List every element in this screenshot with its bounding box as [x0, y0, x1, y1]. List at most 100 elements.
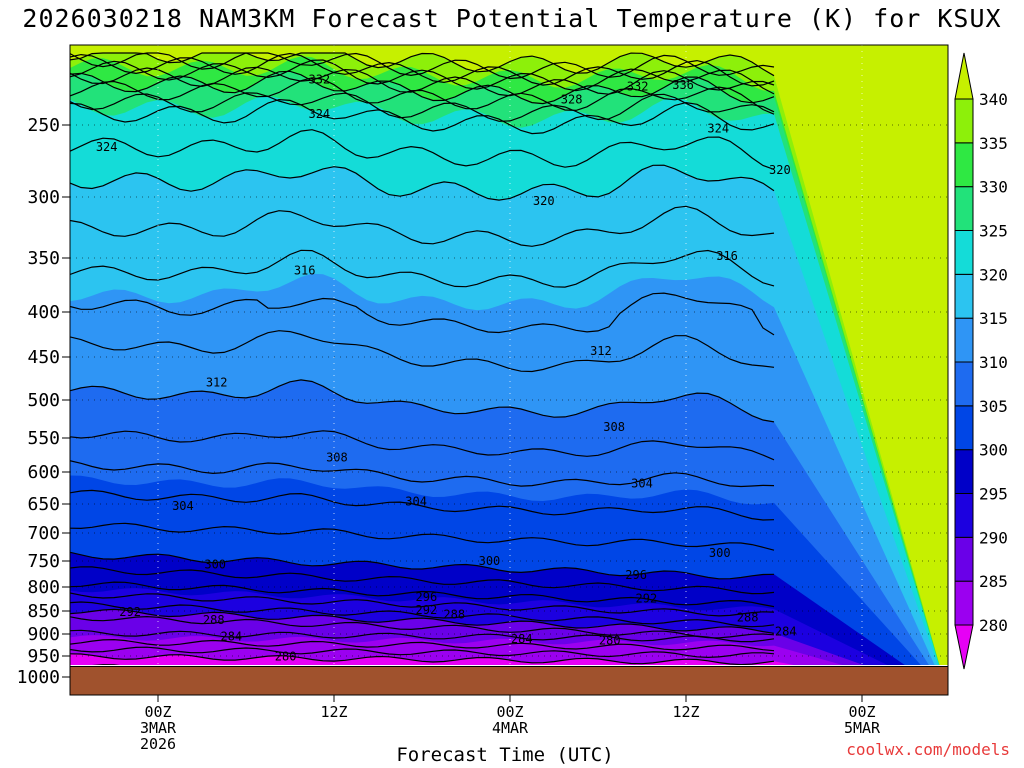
contour-label-text: 316: [716, 249, 738, 263]
contour-label-text: 308: [326, 451, 348, 465]
contour-316: [70, 249, 775, 288]
contour-label: 288: [203, 613, 225, 627]
contour-306: [70, 460, 775, 488]
contour-330: [70, 70, 775, 105]
contour-label-text: 300: [709, 546, 731, 560]
x-tick-label: 4MAR: [492, 719, 529, 737]
y-tick-label: 300: [27, 187, 60, 208]
contour-300: [70, 551, 775, 580]
x-tick-label: 3MAR: [140, 719, 177, 737]
contour-298: [70, 566, 775, 595]
colorbar-swatch: [954, 317, 974, 363]
contour-label-text: 296: [625, 568, 647, 582]
contour-294: [70, 592, 775, 617]
colorbar-label: 335: [979, 134, 1008, 153]
contour-label-text: 292: [416, 603, 438, 617]
contour-label: 308: [326, 451, 348, 465]
colorbar-label: 290: [979, 528, 1008, 547]
colorbar-label: 310: [979, 353, 1008, 372]
contour-286: [70, 629, 775, 643]
contour-label: 280: [275, 650, 297, 664]
x-tick-label: 5MAR: [844, 719, 881, 737]
contour-label: 280: [599, 634, 621, 648]
x-tick-label: 00Z: [496, 703, 523, 721]
y-tick-label: 1000: [17, 667, 60, 688]
contour-label-text: 308: [603, 420, 625, 434]
contour-label-text: 300: [479, 554, 501, 568]
contour-label-text: 332: [308, 72, 330, 86]
plot-frame: [69, 44, 949, 696]
colorbar-swatch: [954, 361, 974, 407]
colorbar-swatch: [954, 98, 974, 144]
contour-label-text: 304: [172, 499, 194, 513]
colorbar-arrow-low: [954, 624, 974, 670]
contour-326: [70, 92, 775, 122]
colorbar-label: 340: [979, 90, 1008, 109]
contour-label: 292: [119, 605, 141, 619]
contour-310: [70, 379, 775, 423]
colorbar-swatch: [954, 142, 974, 188]
contour-label-text: 324: [96, 140, 118, 154]
contour-label: 304: [172, 499, 194, 513]
contour-284: [70, 638, 775, 652]
colorbar-swatch: [954, 449, 974, 494]
contour-label-text: 320: [769, 163, 791, 177]
contour-label-text: 280: [599, 634, 621, 648]
grid-lines: [70, 45, 948, 665]
contour-296: [70, 581, 775, 608]
colorbar-swatch: [954, 273, 974, 319]
contour-label: 300: [709, 546, 731, 560]
contour-label-text: 324: [308, 107, 330, 121]
contour-label: 320: [769, 163, 791, 177]
contour-label: 324: [707, 121, 729, 135]
contour-292: [70, 601, 775, 628]
credit-text: coolwx.com/models: [846, 740, 1010, 759]
contour-label-text: 336: [672, 78, 694, 92]
x-tick-label: 12Z: [320, 703, 347, 721]
contour-290: [70, 608, 775, 634]
colorbar-label: 285: [979, 572, 1008, 591]
contour-label-text: 324: [707, 121, 729, 135]
colorbar-swatch: [954, 186, 974, 232]
contour-label-text: 328: [561, 93, 583, 107]
band-280: [70, 653, 794, 665]
y-tick-label: 850: [27, 601, 60, 622]
ground-surface: [70, 666, 948, 695]
y-tick-label: 250: [27, 115, 60, 136]
contour-label-text: 304: [405, 494, 427, 508]
contour-label: 284: [220, 629, 242, 643]
contour-282: [70, 646, 775, 659]
contour-label-text: 292: [636, 592, 658, 606]
contour-label: 292: [636, 592, 658, 606]
contour-314: [70, 292, 775, 336]
contour-label: 284: [511, 632, 533, 646]
contour-label-text: 320: [533, 194, 555, 208]
chart-title: 2026030218 NAM3KM Forecast Potential Tem…: [22, 4, 1002, 33]
colorbar-label: 295: [979, 485, 1008, 504]
contour-304: [70, 489, 775, 521]
contour-328: [70, 77, 775, 115]
y-tick-label: 500: [27, 390, 60, 411]
contour-label-text: 316: [294, 263, 316, 277]
y-tick-label: 550: [27, 428, 60, 449]
contour-label: 284: [775, 624, 797, 638]
y-tick-label: 350: [27, 248, 60, 269]
contour-label-text: 280: [275, 650, 297, 664]
y-tick-label: 450: [27, 347, 60, 368]
contour-280: [70, 653, 775, 665]
colorbar-label: 305: [979, 397, 1008, 416]
y-tick-label: 750: [27, 551, 60, 572]
colorbar-label: 315: [979, 309, 1008, 328]
contour-label: 288: [737, 610, 759, 624]
contour-label-text: 284: [220, 629, 242, 643]
contour-label: 312: [590, 344, 612, 358]
contour-label: 332: [308, 72, 330, 86]
contour-338: [70, 52, 775, 80]
colorbar-swatch: [954, 493, 974, 538]
contour-label-text: 300: [204, 558, 226, 572]
colorbar-label: 300: [979, 441, 1008, 460]
y-tick-label: 800: [27, 577, 60, 598]
contour-308: [70, 430, 775, 461]
x-axis-title: Forecast Time (UTC): [396, 744, 614, 766]
